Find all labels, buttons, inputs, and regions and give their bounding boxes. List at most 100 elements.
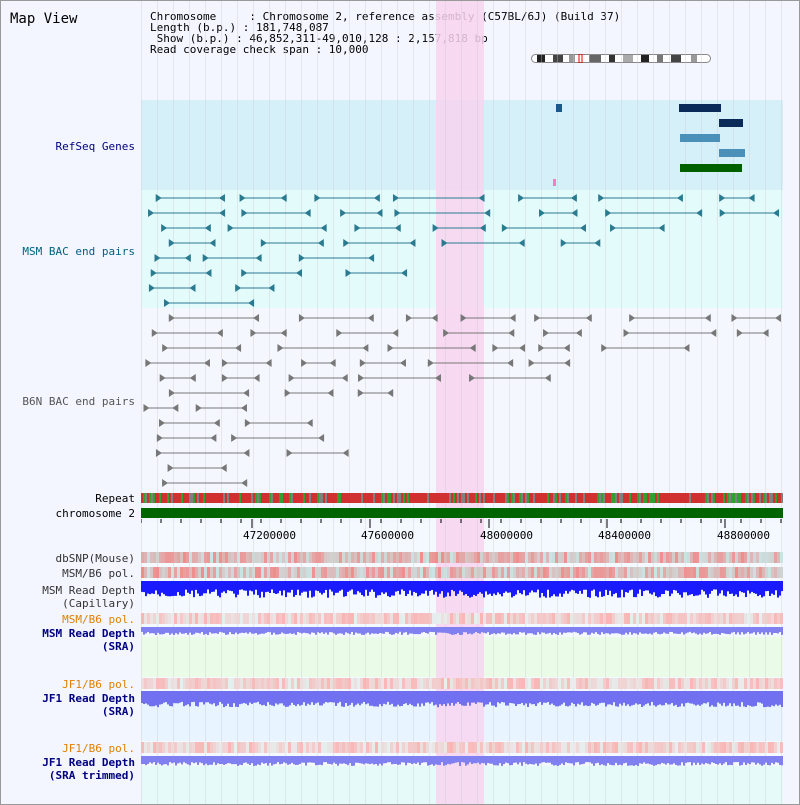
read-depth-bin — [263, 627, 265, 634]
repeat-segment — [183, 493, 185, 503]
read-depth-bin — [757, 691, 759, 703]
read-depth-bin — [177, 627, 179, 635]
read-depth-bin — [169, 627, 171, 635]
polymorphism-bin — [393, 552, 396, 563]
read-depth-bin — [781, 581, 783, 592]
polymorphism-bin — [702, 552, 705, 563]
read-depth-bin — [755, 691, 757, 706]
repeat-segment — [151, 493, 153, 503]
repeat-segment — [769, 493, 771, 503]
read-depth-bin — [197, 627, 199, 633]
repeat-segment — [191, 493, 193, 503]
repeat-segment — [679, 493, 681, 503]
read-depth-bin — [227, 691, 229, 704]
bac-end-marker — [280, 329, 287, 337]
polymorphism-bin — [618, 613, 621, 624]
read-depth-bin — [695, 627, 697, 634]
repeat-segment — [689, 493, 691, 503]
read-depth-bin — [201, 627, 203, 633]
read-depth-bin — [625, 756, 627, 763]
read-depth-bin — [539, 691, 541, 703]
polymorphism-bin — [483, 613, 486, 624]
repeat-segment — [195, 493, 197, 503]
polymorphism-bin — [387, 613, 390, 624]
read-depth-bin — [205, 627, 207, 634]
bac-end-marker — [610, 224, 617, 232]
polymorphism-bin — [642, 742, 645, 753]
polymorphism-bin — [540, 742, 543, 753]
repeat-segment — [733, 493, 735, 503]
read-depth-bin — [525, 756, 527, 764]
read-depth-bin — [203, 627, 205, 635]
polymorphism-bin — [660, 552, 663, 563]
read-depth-bin — [443, 627, 445, 633]
read-depth-bin — [647, 627, 649, 635]
repeat-segment — [447, 493, 449, 503]
read-depth-bin — [601, 627, 603, 633]
read-depth-bin — [187, 581, 189, 593]
repeat-segment — [721, 493, 723, 503]
polymorphism-bin — [732, 678, 735, 689]
repeat-segment — [207, 493, 209, 503]
read-depth-bin — [599, 691, 601, 704]
bac-end-marker — [387, 389, 394, 397]
repeat-segment — [773, 493, 775, 503]
read-depth-bin — [649, 756, 651, 765]
polymorphism-bin — [531, 567, 534, 578]
repeat-segment — [299, 493, 301, 503]
read-depth-bin — [737, 756, 739, 763]
read-depth-bin — [385, 756, 387, 764]
polymorphism-bin — [588, 613, 591, 624]
read-depth-bin — [769, 756, 771, 766]
read-depth-bin — [237, 581, 239, 595]
read-depth-bin — [697, 581, 699, 596]
genome-tracks[interactable] — [141, 1, 783, 804]
polymorphism-bin — [780, 742, 783, 753]
read-depth-bin — [343, 581, 345, 597]
read-depth-bin — [355, 756, 357, 763]
read-depth-bin — [721, 756, 723, 766]
label-b6n-bac: B6N BAC end pairs — [22, 395, 135, 408]
read-depth-bin — [301, 756, 303, 763]
repeat-segment — [531, 493, 533, 503]
read-depth-bin — [285, 756, 287, 764]
map-view-title: Map View — [10, 11, 78, 27]
read-depth-bin — [541, 756, 543, 763]
read-depth-bin — [519, 581, 521, 594]
polymorphism-bin — [669, 678, 672, 689]
polymorphism-bin — [306, 567, 309, 578]
polymorphism-bin — [384, 567, 387, 578]
polymorphism-bin — [729, 678, 732, 689]
read-depth-bin — [287, 627, 289, 634]
chromosome-ideogram[interactable] — [531, 54, 711, 63]
bac-end-marker — [220, 464, 227, 472]
read-depth-bin — [691, 691, 693, 704]
read-depth-bin — [543, 756, 545, 763]
read-depth-bin — [437, 756, 439, 765]
read-depth-bin — [595, 581, 597, 597]
polymorphism-bin — [636, 678, 639, 689]
polymorphism-bin — [657, 552, 660, 563]
polymorphism-bin — [189, 742, 192, 753]
polymorphism-bin — [225, 678, 228, 689]
read-depth-bin — [557, 627, 559, 635]
read-depth-bin — [663, 581, 665, 595]
polymorphism-bin — [534, 742, 537, 753]
polymorphism-bin — [633, 678, 636, 689]
read-depth-bin — [767, 627, 769, 635]
read-depth-bin — [765, 691, 767, 707]
polymorphism-bin — [768, 742, 771, 753]
read-depth-bin — [559, 627, 561, 633]
read-depth-bin — [579, 691, 581, 705]
read-depth-bin — [169, 756, 171, 763]
repeat-segment — [223, 493, 225, 503]
polymorphism-bin — [648, 742, 651, 753]
read-depth-bin — [423, 581, 425, 594]
polymorphism-bin — [258, 742, 261, 753]
read-depth-bin — [681, 581, 683, 598]
read-depth-bin — [311, 627, 313, 633]
polymorphism-bin — [156, 613, 159, 624]
repeat-segment — [341, 493, 343, 503]
repeat-segment — [383, 493, 385, 503]
polymorphism-bin — [333, 613, 336, 624]
